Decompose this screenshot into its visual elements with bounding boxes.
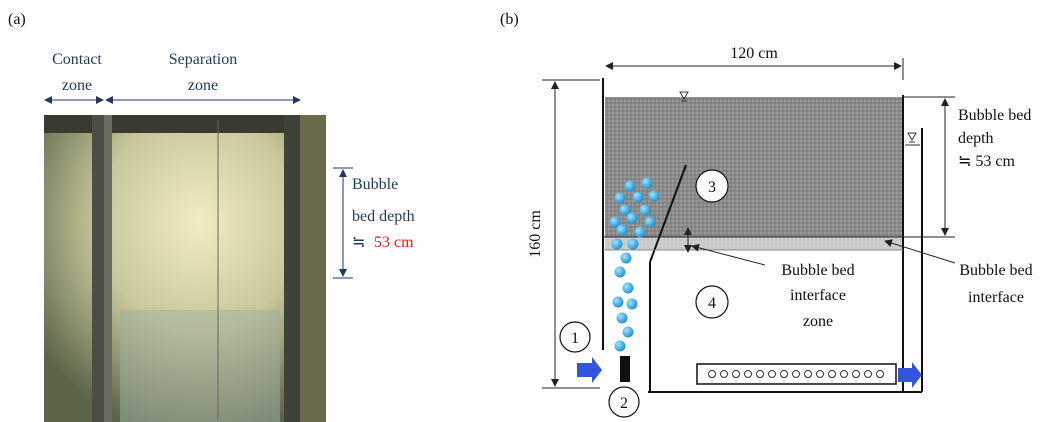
zone-label: Separation — [169, 51, 237, 68]
marker: 4 — [708, 295, 716, 312]
interface-zone-label: zone — [803, 313, 833, 330]
figure: (a) Contact zone Separation zone Bubble … — [0, 0, 1059, 422]
interface-zone-label: interface — [790, 287, 846, 304]
depth-label: Bubble — [352, 176, 398, 193]
zone-label: zone — [62, 77, 92, 94]
depth-label: depth — [958, 130, 994, 147]
approx-sign: ≒ — [352, 234, 365, 251]
zone-label: zone — [188, 77, 218, 94]
interface-label: interface — [968, 289, 1024, 306]
tank — [577, 78, 922, 392]
panel-label: (a) — [8, 11, 26, 28]
leader-line — [885, 241, 955, 263]
marker: 3 — [708, 179, 716, 196]
marker: 1 — [571, 330, 579, 347]
interface-label: Bubble bed — [959, 262, 1032, 279]
height-label: 160 cm — [527, 210, 544, 258]
depth-label: bed depth — [352, 208, 415, 225]
depth-label: Bubble bed — [958, 107, 1031, 124]
photo — [44, 115, 326, 422]
interface-zone-label: Bubble bed — [781, 262, 854, 279]
marker: 2 — [620, 395, 628, 412]
depth-label: ≒ 53 cm — [958, 153, 1016, 170]
panel-label: (b) — [500, 11, 519, 28]
width-label: 120 cm — [730, 45, 778, 62]
zone-label: Contact — [52, 51, 102, 68]
depth-value: 53 cm — [374, 234, 414, 251]
